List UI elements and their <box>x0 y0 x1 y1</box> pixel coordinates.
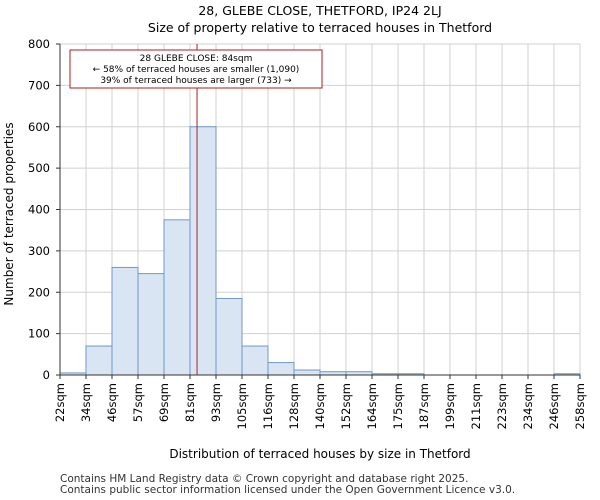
y-tick-label: 800 <box>28 37 50 51</box>
histogram-bar <box>137 273 165 376</box>
x-tick-label: 105sqm <box>235 383 249 429</box>
x-tick-label: 46sqm <box>105 383 119 422</box>
annotation-line-1: 28 GLEBE CLOSE: 84sqm <box>140 54 253 64</box>
histogram-bar <box>267 362 295 376</box>
annotation-line-3: 39% of terraced houses are larger (733) … <box>100 76 292 86</box>
x-tick-label: 234sqm <box>521 383 535 429</box>
x-tick-label: 211sqm <box>469 383 483 429</box>
x-tick-label: 81sqm <box>183 383 197 422</box>
x-tick-label: 175sqm <box>391 383 405 429</box>
histogram-bar <box>163 219 191 376</box>
x-tick-label: 69sqm <box>157 383 171 422</box>
y-tick-label: 500 <box>28 161 50 175</box>
x-tick-label: 93sqm <box>209 383 223 422</box>
chart-title: 28, GLEBE CLOSE, THETFORD, IP24 2LJ <box>198 3 441 18</box>
x-tick-label: 128sqm <box>287 383 301 429</box>
y-tick-label: 200 <box>28 285 50 299</box>
footer-copyright: Contains HM Land Registry data © Crown c… <box>60 473 469 485</box>
histogram-bar <box>85 345 113 376</box>
annotation-box: 28 GLEBE CLOSE: 84sqm ← 58% of terraced … <box>69 49 323 89</box>
chart-subtitle: Size of property relative to terraced ho… <box>148 20 492 35</box>
y-tick-label: 400 <box>28 203 50 217</box>
y-axis-label: Number of terraced properties <box>2 122 16 305</box>
x-tick-label: 22sqm <box>53 383 67 422</box>
histogram-bar <box>215 297 243 376</box>
annotation-line-2: ← 58% of terraced houses are smaller (1,… <box>93 65 300 75</box>
x-tick-label: 140sqm <box>313 383 327 429</box>
histogram-bar <box>111 266 139 376</box>
x-tick-label: 57sqm <box>131 383 145 422</box>
footer-licence: Contains public sector information licen… <box>60 484 516 496</box>
x-tick-label: 152sqm <box>339 383 353 429</box>
x-tick-label: 116sqm <box>261 383 275 429</box>
y-tick-label: 100 <box>28 327 50 341</box>
y-tick-label: 700 <box>28 78 50 92</box>
y-tick-label: 600 <box>28 120 50 134</box>
histogram-bar <box>241 345 269 376</box>
histogram-bar <box>293 369 321 376</box>
y-tick-label: 300 <box>28 244 50 258</box>
x-tick-label: 164sqm <box>365 383 379 429</box>
y-tick-label: 0 <box>43 368 50 382</box>
x-tick-label: 258sqm <box>573 383 587 429</box>
x-tick-label: 199sqm <box>443 383 457 429</box>
x-tick-label: 187sqm <box>417 383 431 429</box>
histogram-bar <box>189 126 217 376</box>
x-tick-label: 223sqm <box>495 383 509 429</box>
x-tick-label: 34sqm <box>79 383 93 422</box>
x-tick-label: 246sqm <box>547 383 561 429</box>
x-axis-label: Distribution of terraced houses by size … <box>169 447 470 461</box>
